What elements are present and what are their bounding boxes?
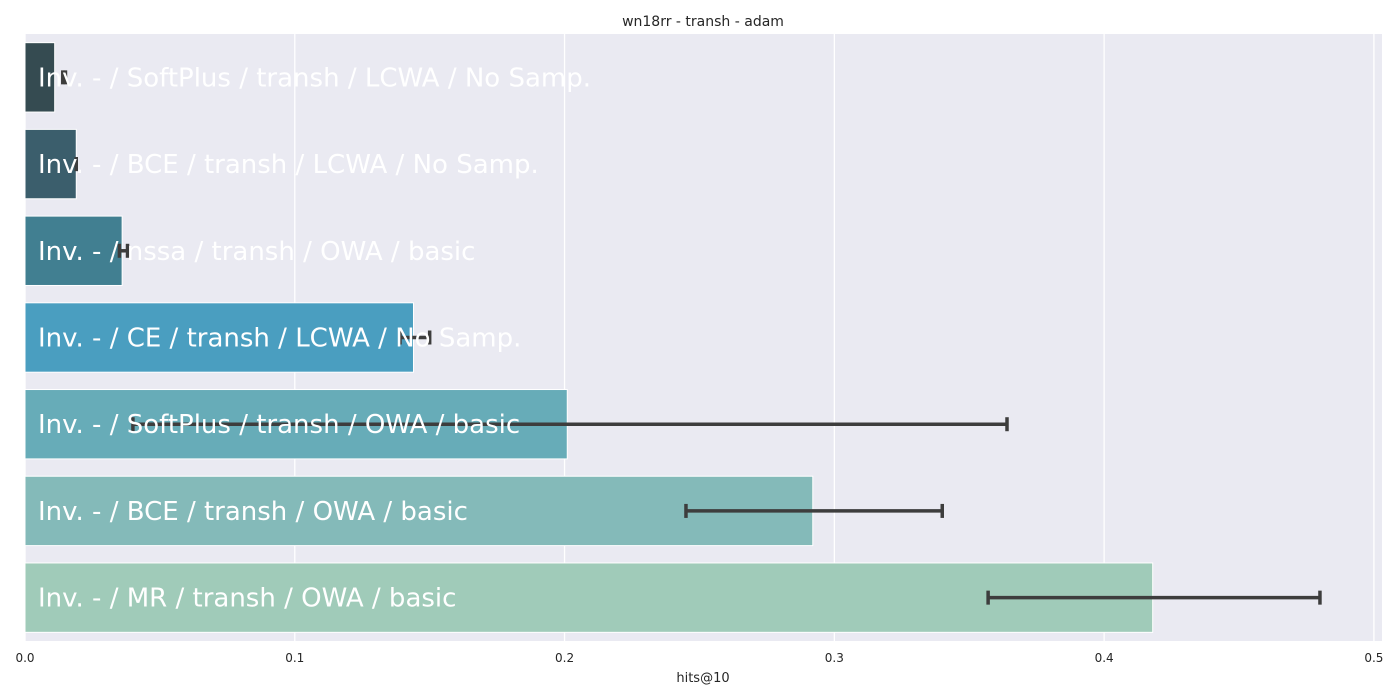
error-bars (61, 70, 1322, 605)
bar-category-label: Inv. - / MR / transh / OWA / basic (38, 584, 456, 614)
x-axis-label: hits@10 (676, 671, 729, 686)
x-tick-label: 0.0 (15, 651, 34, 665)
bar-labels: Inv. - / SoftPlus / transh / LCWA / No S… (38, 63, 591, 613)
x-tick-label: 0.3 (825, 651, 844, 665)
x-tick-labels: 0.0 0.1 0.2 0.3 0.4 0.5 (15, 651, 1383, 665)
x-tick-label: 0.1 (285, 651, 304, 665)
bar (24, 215, 123, 286)
bar (24, 128, 77, 200)
bar (24, 42, 56, 113)
x-tick-label: 0.4 (1095, 651, 1114, 665)
x-tick-label: 0.5 (1364, 651, 1383, 665)
bar (24, 562, 1154, 633)
bar-category-label: Inv. - / CE / transh / LCWA / No Samp. (38, 324, 521, 354)
bar-category-label: Inv. - / nssa / transh / OWA / basic (38, 237, 475, 267)
bar-category-label: Inv. - / BCE / transh / OWA / basic (38, 497, 468, 527)
bar-category-label: Inv. - / BCE / transh / LCWA / No Samp. (38, 150, 539, 180)
bar-category-label: Inv. - / SoftPlus / transh / LCWA / No S… (38, 63, 591, 93)
x-tick-label: 0.2 (555, 651, 574, 665)
bar (24, 302, 414, 373)
chart-title: wn18rr - transh - adam (622, 14, 784, 30)
bar-category-label: Inv. - / SoftPlus / transh / OWA / basic (38, 410, 520, 440)
bar (24, 475, 814, 547)
